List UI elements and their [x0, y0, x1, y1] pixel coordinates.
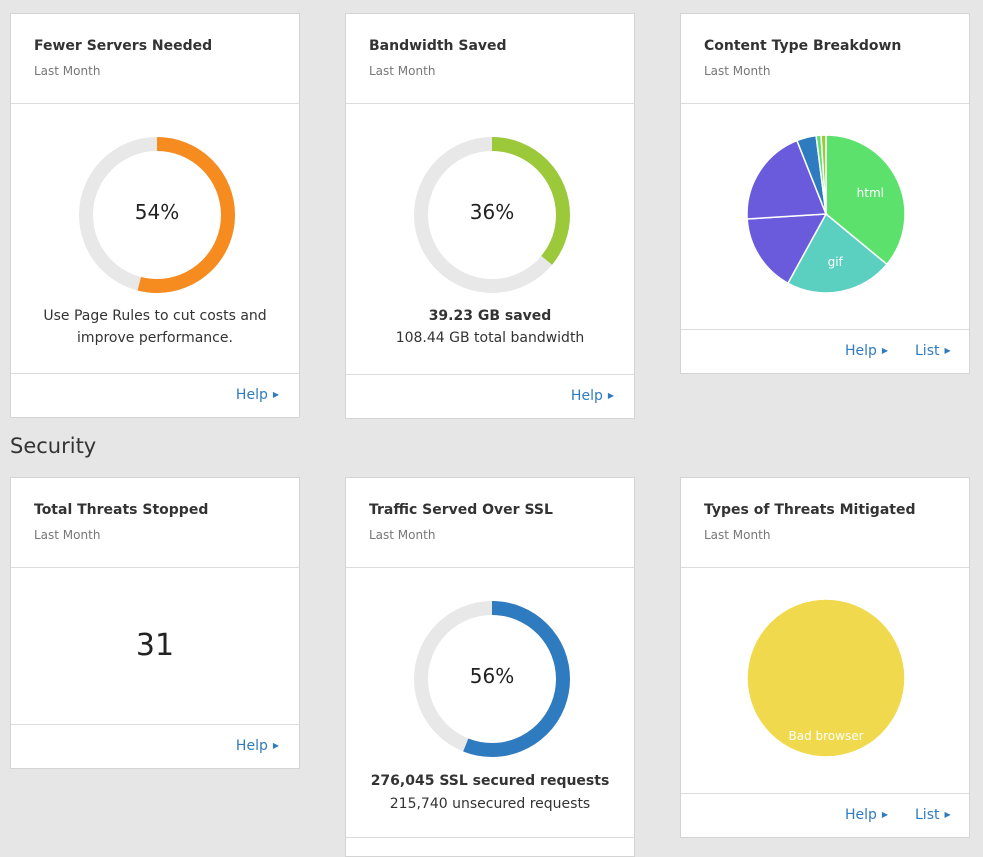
card-title: Traffic Served Over SSL — [369, 502, 553, 518]
list-label: List — [915, 807, 940, 823]
fewer-servers-donut: 54% — [77, 135, 237, 295]
pie-slice-6[interactable] — [820, 134, 827, 215]
percent-label: 36% — [469, 200, 515, 224]
card-footer: Help ▶ — [346, 374, 634, 418]
card-subtitle: Last Month — [704, 528, 771, 542]
pie-slice-2[interactable] — [746, 213, 828, 285]
fewer-servers-card: Fewer Servers Needed Last Month 54% Use … — [10, 13, 300, 418]
ssl-card: Traffic Served Over SSL Last Month 56% 2… — [345, 477, 635, 857]
security-section-title: Security — [10, 434, 97, 458]
help-link[interactable]: Help ▶ — [236, 387, 279, 403]
card-header: Types of Threats Mitigated Last Month — [681, 478, 969, 568]
pie-slice-gif[interactable] — [786, 212, 888, 294]
caret-right-icon: ▶ — [607, 391, 614, 400]
caret-right-icon: ▶ — [881, 346, 889, 355]
ssl-secured-requests: 276,045 SSL secured requests — [370, 773, 610, 789]
card-header: Traffic Served Over SSL Last Month — [346, 478, 634, 568]
threat-types-card: Types of Threats Mitigated Last Month Ba… — [680, 477, 970, 838]
card-subtitle: Last Month — [34, 528, 101, 542]
donut-progress — [414, 601, 570, 757]
help-link[interactable]: Help ▶ — [571, 388, 614, 404]
list-link[interactable]: List ▶ — [915, 343, 951, 359]
list-link[interactable]: List ▶ — [915, 807, 951, 823]
bandwidth-donut: 36% — [412, 135, 572, 295]
percent-label: 56% — [469, 664, 515, 688]
card-subtitle: Last Month — [369, 64, 436, 78]
caret-right-icon: ▶ — [881, 810, 889, 819]
content-type-pie-chart: html gif — [746, 134, 906, 294]
card-title: Content Type Breakdown — [704, 38, 902, 54]
help-label: Help — [570, 388, 603, 404]
card-title: Fewer Servers Needed — [34, 38, 213, 54]
card-footer — [346, 837, 634, 856]
help-label: Help — [235, 738, 268, 754]
pie-slice-label: gif — [828, 255, 844, 269]
help-link[interactable]: Help ▶ — [845, 807, 888, 823]
bandwidth-card: Bandwidth Saved Last Month 36% 39.23 GB … — [345, 13, 635, 419]
caret-right-icon: ▶ — [272, 390, 279, 399]
card-header: Fewer Servers Needed Last Month — [11, 14, 299, 104]
pie-slice-3[interactable] — [746, 139, 828, 220]
total-threats-card: Total Threats Stopped Last Month 31 Help… — [10, 477, 300, 769]
pie-slice-label: html — [857, 186, 884, 200]
bandwidth-total: 108.44 GB total bandwidth — [395, 330, 585, 346]
card-title: Bandwidth Saved — [369, 38, 507, 54]
card-footer: Help ▶ List ▶ — [681, 793, 969, 837]
pie-slice-html[interactable] — [825, 134, 906, 266]
page-rules-message: Use Page Rules to cut costs and — [43, 308, 267, 324]
threat-types-pie-chart: Bad browser — [746, 598, 906, 758]
caret-right-icon: ▶ — [272, 741, 279, 750]
ssl-unsecured-requests: 215,740 unsecured requests — [389, 796, 591, 812]
card-header: Content Type Breakdown Last Month — [681, 14, 969, 104]
pie-slice-bad-browser[interactable] — [746, 598, 906, 758]
caret-right-icon: ▶ — [944, 346, 951, 355]
list-label: List — [915, 343, 940, 359]
help-label: Help — [845, 343, 877, 359]
card-subtitle: Last Month — [704, 64, 771, 78]
card-footer: Help ▶ — [11, 373, 299, 417]
content-type-card: Content Type Breakdown Last Month html gi… — [680, 13, 970, 374]
card-footer: Help ▶ List ▶ — [681, 329, 969, 373]
card-header: Total Threats Stopped Last Month — [11, 478, 299, 568]
card-title: Total Threats Stopped — [34, 502, 209, 518]
pie-slice-label: Bad browser — [788, 729, 863, 743]
card-subtitle: Last Month — [369, 528, 436, 542]
page-rules-message-2: improve performance. — [77, 330, 233, 346]
bandwidth-saved: 39.23 GB saved — [428, 308, 552, 324]
help-label: Help — [845, 807, 877, 823]
help-link[interactable]: Help ▶ — [236, 738, 279, 754]
card-subtitle: Last Month — [34, 64, 101, 78]
caret-right-icon: ▶ — [944, 810, 951, 819]
help-link[interactable]: Help ▶ — [845, 343, 888, 359]
percent-label: 54% — [134, 200, 180, 224]
card-footer: Help ▶ — [11, 724, 299, 768]
card-title: Types of Threats Mitigated — [704, 502, 916, 518]
donut-progress — [414, 137, 570, 293]
threats-count: 31 — [135, 628, 175, 663]
ssl-donut: 56% — [412, 599, 572, 759]
donut-progress — [79, 137, 235, 293]
help-label: Help — [235, 387, 268, 403]
card-header: Bandwidth Saved Last Month — [346, 14, 634, 104]
